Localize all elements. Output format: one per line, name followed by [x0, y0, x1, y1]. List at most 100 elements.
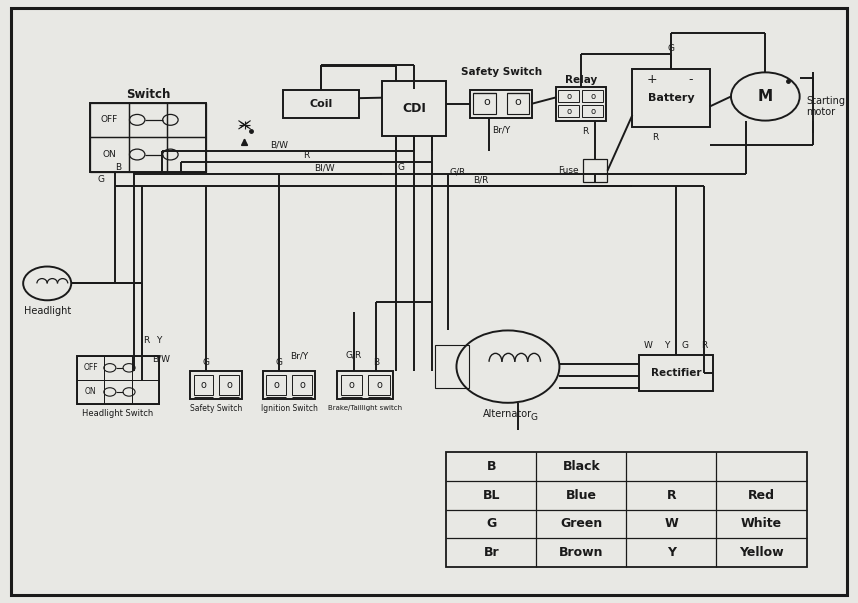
Text: R: R [582, 127, 589, 136]
Text: G: G [681, 341, 688, 350]
Bar [167, 137, 206, 172]
Bar [337, 371, 393, 399]
Bar [267, 375, 286, 396]
Text: o: o [201, 380, 206, 390]
Text: B/R: B/R [473, 175, 488, 184]
Bar [90, 137, 129, 172]
Text: o: o [567, 107, 572, 116]
Text: o: o [376, 380, 382, 390]
Text: W: W [644, 341, 652, 350]
Text: White: White [741, 517, 782, 531]
Text: ON: ON [102, 150, 117, 159]
Text: Brake/Taillight switch: Brake/Taillight switch [328, 405, 402, 411]
Text: OFF: OFF [83, 364, 98, 372]
Text: Ignition Switch: Ignition Switch [261, 404, 317, 412]
Bar [194, 375, 213, 396]
Text: o: o [227, 380, 232, 390]
Bar [559, 90, 579, 103]
Text: o: o [484, 97, 490, 107]
Text: G: G [275, 358, 282, 367]
Text: Switch: Switch [126, 87, 170, 101]
Text: W: W [664, 517, 679, 531]
Bar [632, 69, 710, 127]
Bar [129, 103, 167, 137]
Text: Starting: Starting [807, 96, 845, 106]
Text: ON: ON [85, 388, 97, 396]
Text: G: G [530, 414, 537, 422]
Text: Coil: Coil [309, 99, 333, 109]
Bar [220, 375, 239, 396]
Text: BL: BL [482, 488, 500, 502]
Text: G/R: G/R [450, 168, 466, 176]
Text: R: R [652, 133, 659, 142]
Bar [77, 356, 105, 380]
Text: Brown: Brown [559, 546, 603, 559]
Bar [283, 90, 359, 118]
Bar [559, 106, 579, 117]
Bar [583, 106, 603, 117]
Text: G: G [98, 175, 105, 184]
Bar [77, 380, 105, 404]
Bar [382, 81, 446, 136]
Text: Alternator: Alternator [483, 409, 533, 418]
Bar [77, 356, 159, 404]
Bar [190, 371, 242, 399]
Bar [167, 103, 206, 137]
Text: R: R [142, 336, 149, 345]
Bar [583, 159, 607, 182]
Text: Y: Y [156, 336, 161, 345]
Text: R: R [304, 151, 310, 160]
Text: Y: Y [665, 341, 670, 350]
Text: Battery: Battery [648, 93, 694, 103]
Bar [556, 87, 606, 121]
Text: Y: Y [667, 546, 676, 559]
Text: Safety Switch: Safety Switch [461, 67, 541, 77]
Text: Safety Switch: Safety Switch [190, 404, 242, 412]
Bar [639, 355, 713, 391]
Text: Rectifier: Rectifier [651, 368, 701, 377]
Text: B/W: B/W [270, 140, 288, 149]
Text: G/R: G/R [346, 350, 362, 359]
Text: o: o [590, 92, 595, 101]
Text: Black: Black [563, 460, 600, 473]
Text: Fuse: Fuse [559, 166, 579, 175]
Text: Br: Br [483, 546, 499, 559]
Text: Red: Red [748, 488, 775, 502]
Text: Br/Y: Br/Y [290, 352, 309, 361]
Text: CDI: CDI [402, 102, 426, 115]
Bar [131, 356, 159, 380]
Text: Headlight Switch: Headlight Switch [82, 409, 154, 417]
Text: o: o [515, 97, 521, 107]
Bar [341, 375, 362, 396]
Bar [583, 90, 603, 103]
Bar [293, 375, 311, 396]
Bar [90, 103, 206, 172]
Text: G: G [486, 517, 496, 531]
Text: B/W: B/W [153, 355, 170, 363]
Text: o: o [274, 380, 279, 390]
Bar [506, 93, 529, 114]
Text: o: o [567, 92, 572, 101]
Text: B: B [115, 163, 122, 172]
Text: R: R [667, 488, 676, 502]
Text: B: B [486, 460, 496, 473]
Text: o: o [348, 380, 354, 390]
Bar [105, 356, 131, 380]
Bar [435, 345, 469, 388]
Text: G: G [668, 44, 674, 52]
Text: Bl/W: Bl/W [314, 163, 335, 172]
Bar [105, 380, 131, 404]
Text: +: + [646, 73, 657, 86]
Text: G: G [397, 163, 405, 172]
Bar [368, 375, 390, 396]
Text: B: B [373, 358, 379, 367]
Bar [470, 90, 532, 118]
Text: G: G [202, 358, 209, 367]
Bar [129, 137, 167, 172]
Text: motor: motor [807, 107, 836, 116]
Text: -: - [688, 73, 692, 86]
Text: Headlight: Headlight [23, 306, 71, 316]
Text: M: M [758, 89, 773, 104]
Text: o: o [299, 380, 305, 390]
Text: R: R [701, 341, 707, 350]
